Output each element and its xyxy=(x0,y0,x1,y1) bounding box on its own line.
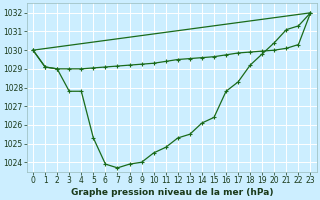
X-axis label: Graphe pression niveau de la mer (hPa): Graphe pression niveau de la mer (hPa) xyxy=(70,188,273,197)
